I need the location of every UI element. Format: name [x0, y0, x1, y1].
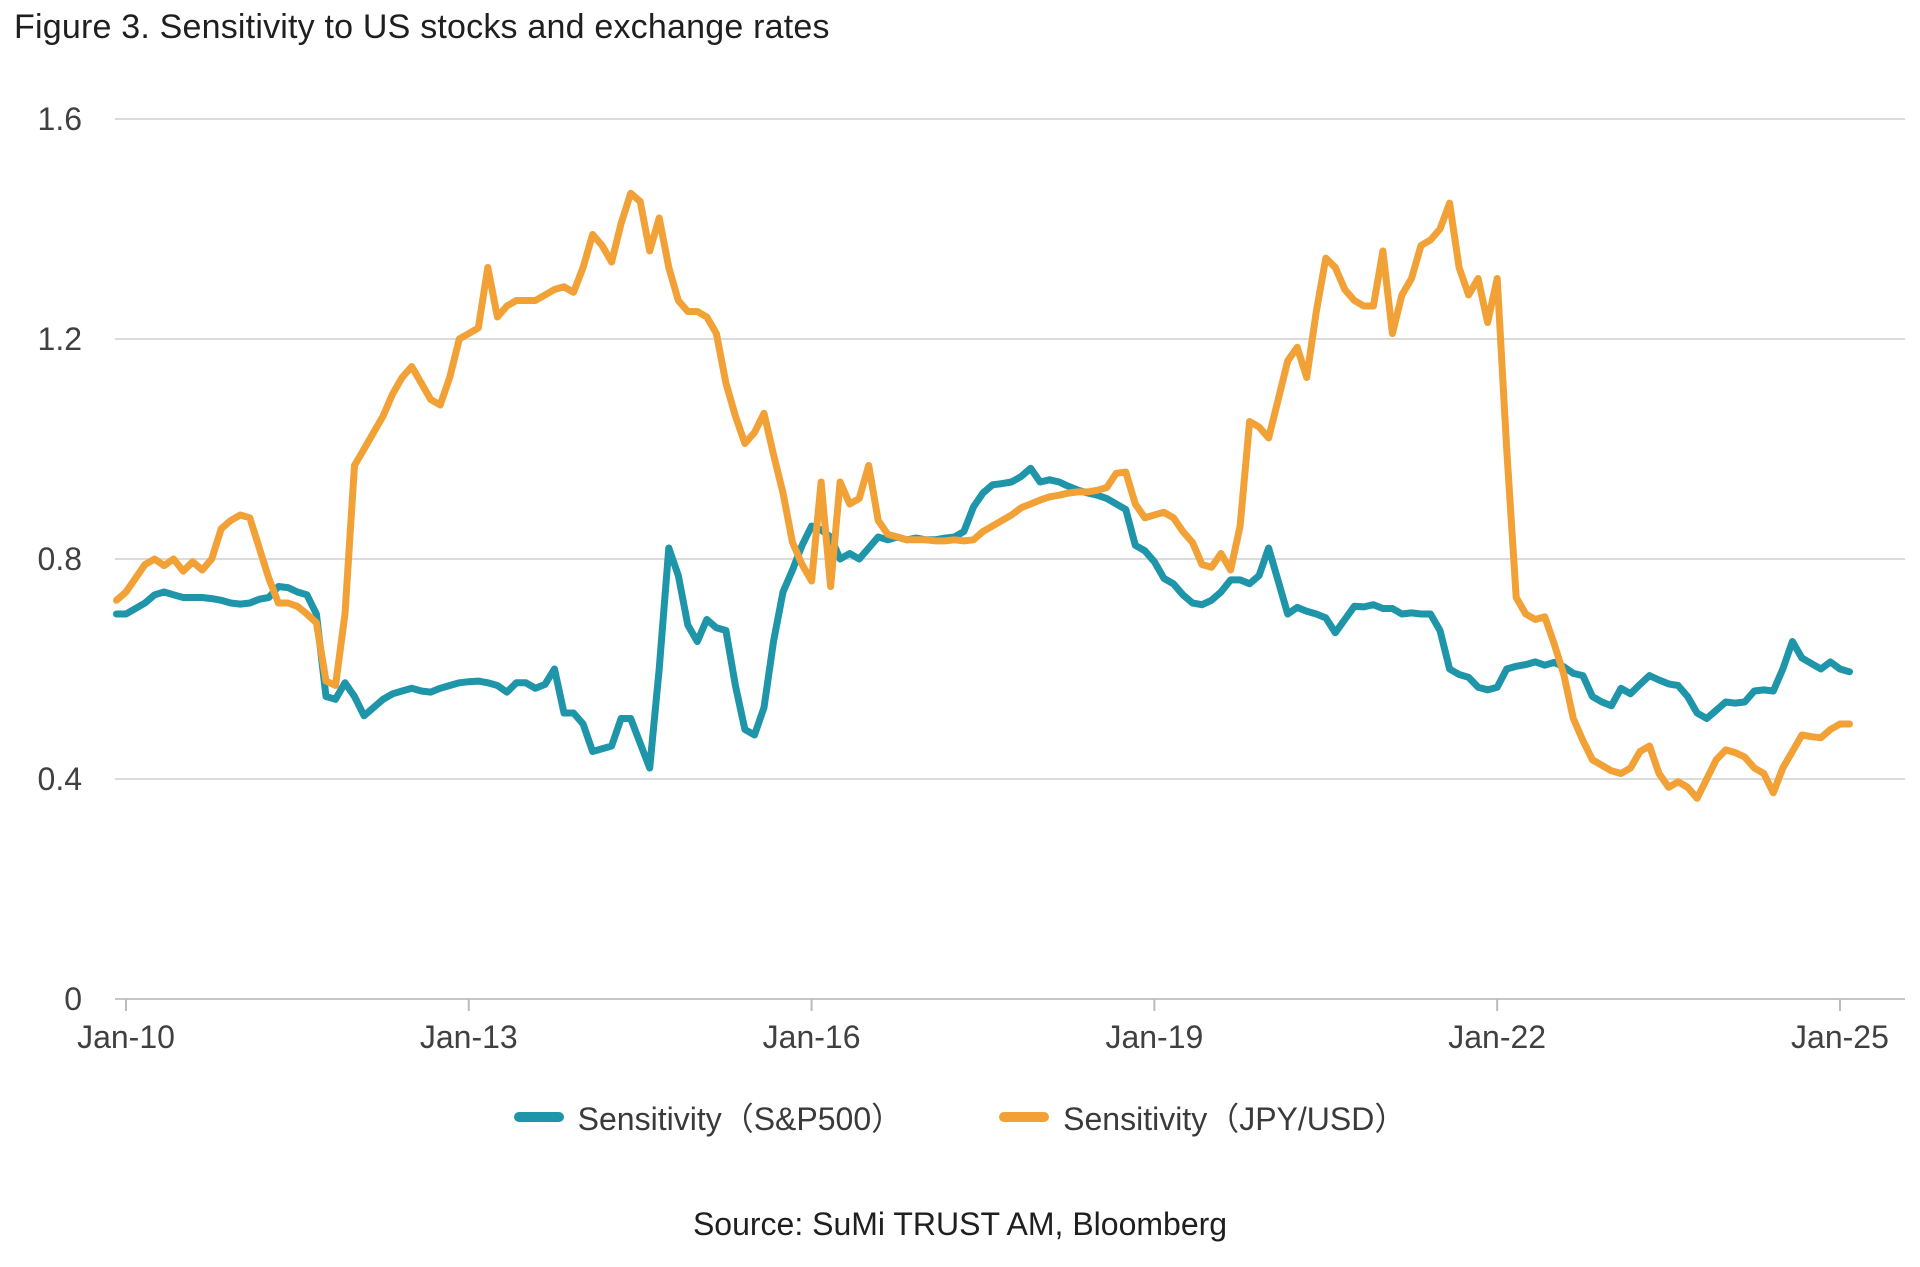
svg-text:0: 0: [64, 981, 82, 1017]
svg-text:Jan-25: Jan-25: [1791, 1019, 1889, 1055]
legend-item-jpyusd: Sensitivity（JPY/USD）: [999, 1094, 1406, 1140]
svg-text:Jan-13: Jan-13: [420, 1019, 518, 1055]
legend-swatch-jpyusd-icon: [999, 1112, 1050, 1122]
svg-text:1.6: 1.6: [38, 101, 82, 137]
chart-title: Figure 3. Sensitivity to US stocks and e…: [14, 8, 830, 46]
legend-label-sp500: Sensitivity（S&P500）: [577, 1101, 904, 1137]
svg-text:Jan-19: Jan-19: [1105, 1019, 1203, 1055]
legend-label-jpyusd: Sensitivity（JPY/USD）: [1063, 1101, 1407, 1137]
svg-text:Jan-10: Jan-10: [77, 1019, 175, 1055]
svg-text:1.2: 1.2: [38, 321, 82, 357]
svg-text:Jan-22: Jan-22: [1448, 1019, 1546, 1055]
source-note: Source: SuMi TRUST AM, Bloomberg: [692, 1206, 1228, 1242]
svg-text:0.8: 0.8: [38, 541, 82, 577]
svg-text:Jan-16: Jan-16: [763, 1019, 861, 1055]
legend: Sensitivity（S&P500） Sensitivity（JPY/USD）: [0, 1094, 1920, 1140]
legend-item-sp500: Sensitivity（S&P500）: [513, 1094, 904, 1140]
svg-text:0.4: 0.4: [38, 761, 82, 797]
legend-swatch-sp500-icon: [513, 1112, 564, 1122]
